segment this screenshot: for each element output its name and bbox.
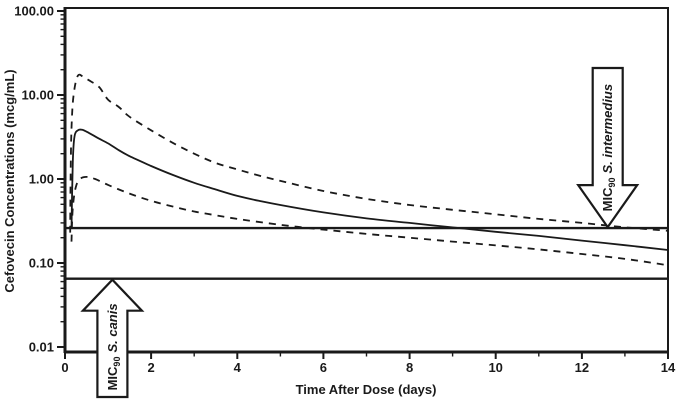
x-tick-label: 4 <box>234 360 242 375</box>
mic90-s-intermedius-arrow <box>576 66 640 230</box>
x-tick-label: 0 <box>61 360 68 375</box>
series-upper-bound-dashed <box>69 73 669 233</box>
y-axis-title: Cefovecin Concentrations (mcg/mL) <box>2 69 17 292</box>
x-tick-label: 8 <box>406 360 413 375</box>
axes-layer: 100.00 10.00 1.00 0.10 0.01 0 2 4 6 8 10 12 14 <box>14 4 676 376</box>
x-tick-label: 10 <box>488 360 502 375</box>
y-tick-label: 100.00 <box>14 4 54 19</box>
y-tick-label: 10.00 <box>21 88 54 103</box>
series-layer <box>69 73 669 267</box>
mic90-s-intermedius-arrow-label: MIC90S. intermedius <box>600 84 617 211</box>
y-tick-label: 1.00 <box>29 172 54 187</box>
x-tick-label: 14 <box>661 360 676 375</box>
mic90-s-canis-arrow-label: MIC90S. canis <box>105 303 122 390</box>
y-tick-label: 0.01 <box>29 340 54 355</box>
x-axis-title: Time After Dose (days) <box>296 382 437 397</box>
x-tick-label: 2 <box>147 360 154 375</box>
y-tick-label: 0.10 <box>29 256 54 271</box>
annotations-layer: MIC90S. intermedius MIC90S. canis <box>80 66 640 399</box>
series-mean-concentration <box>70 128 669 251</box>
x-tick-label: 6 <box>320 360 327 375</box>
reference-lines-layer <box>65 226 668 280</box>
series-lower-bound-dashed <box>70 176 669 267</box>
x-tick-label: 12 <box>575 360 589 375</box>
mic90-s-canis-arrow <box>80 278 145 399</box>
plot-border <box>64 7 669 353</box>
